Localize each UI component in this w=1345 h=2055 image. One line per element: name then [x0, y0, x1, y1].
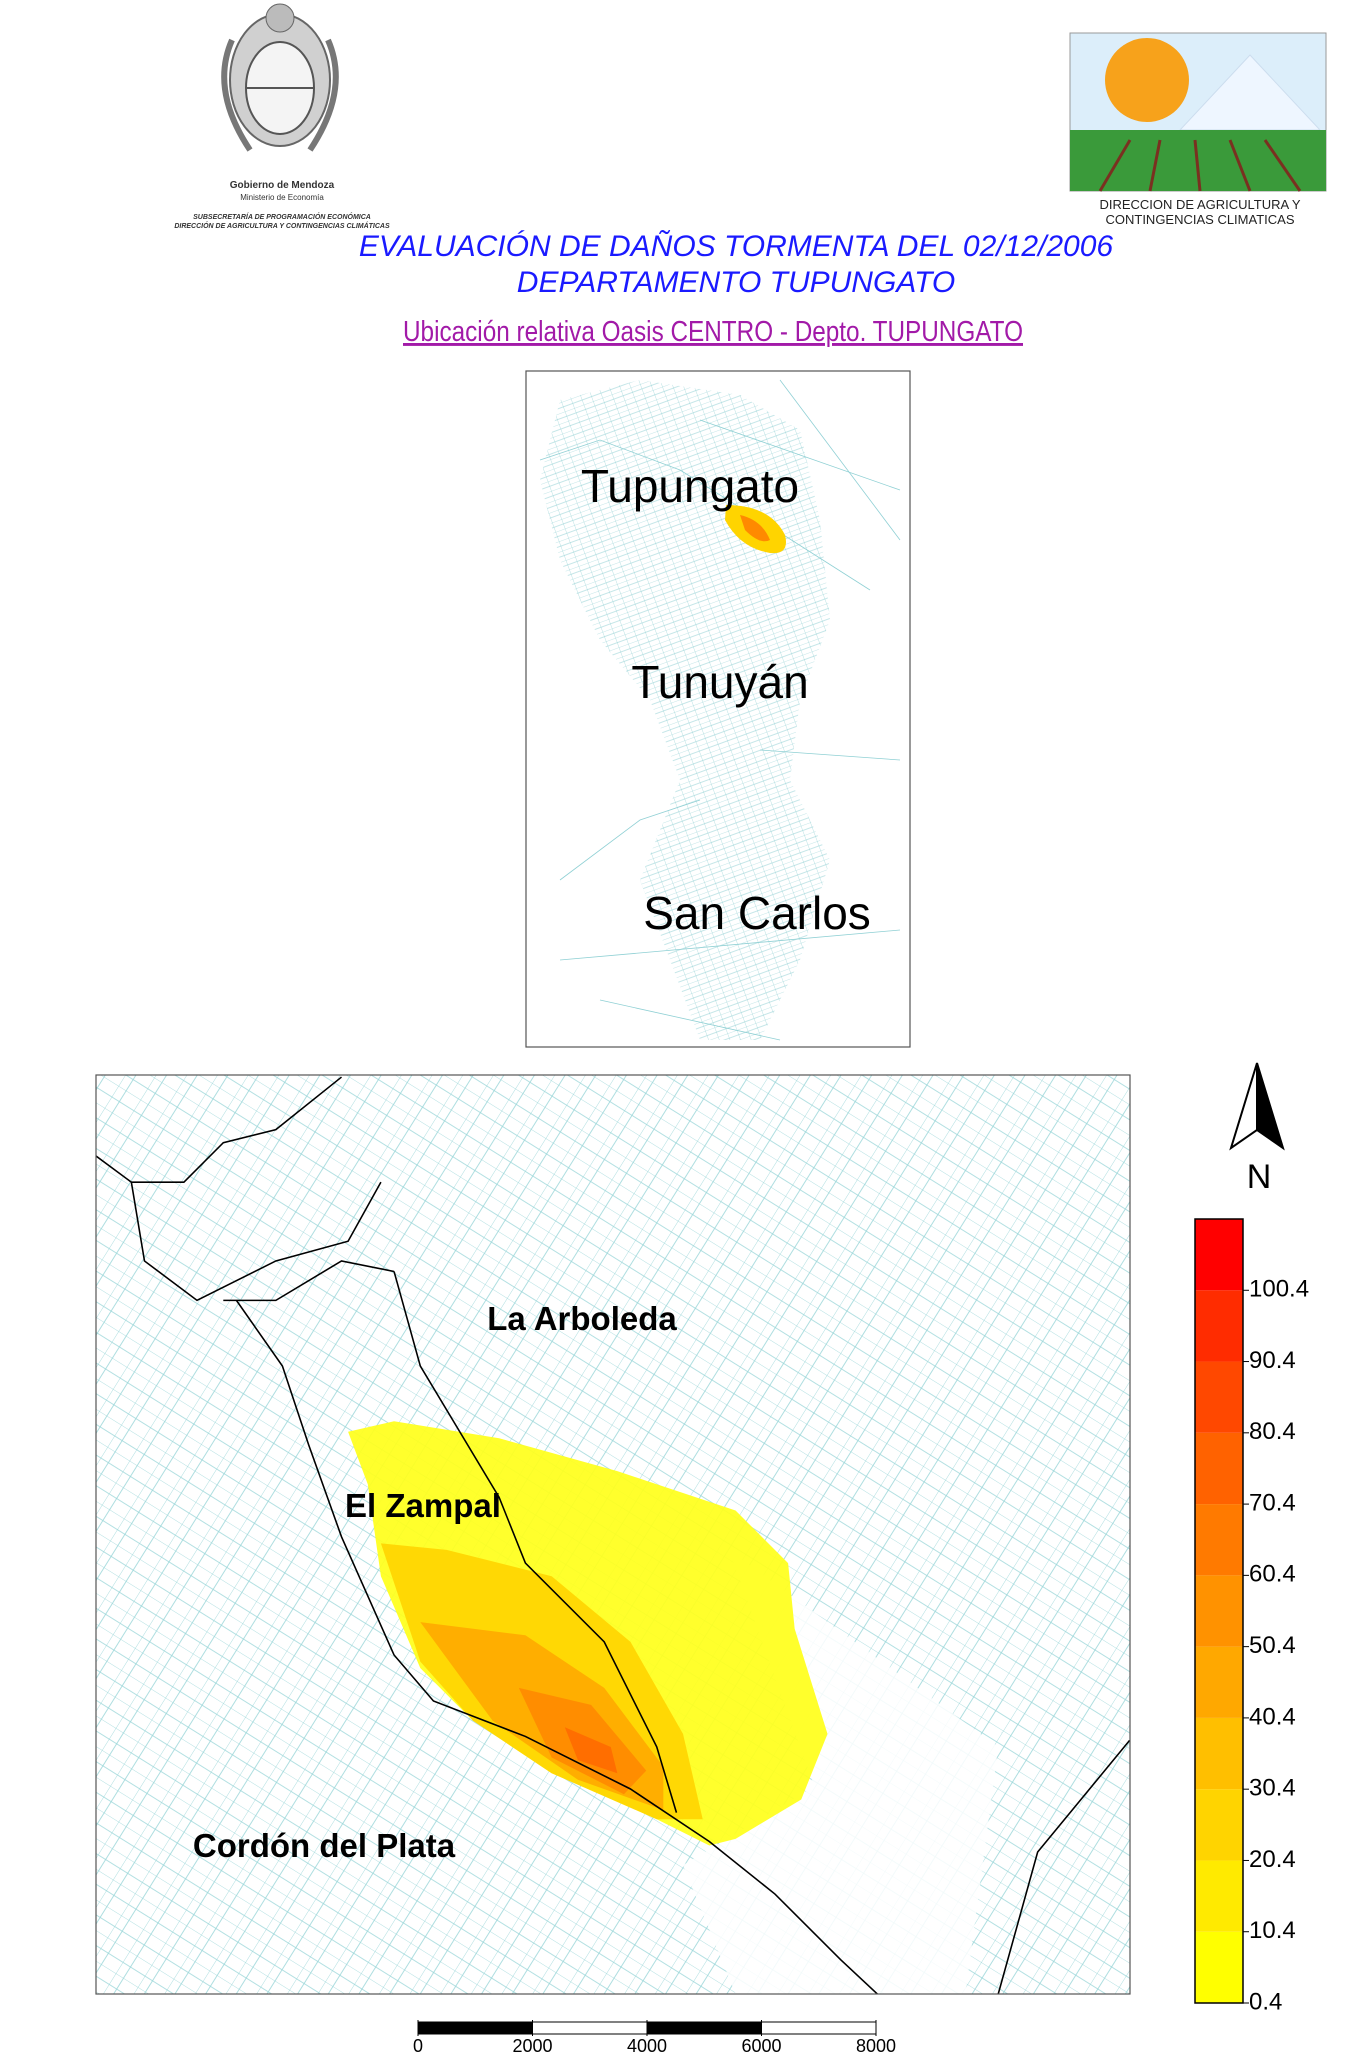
scale-bar: 0 2000 4000 6000 8000 — [413, 2020, 896, 2055]
subtitle: DEPARTAMENTO TUPUNGATO — [517, 266, 955, 299]
scale-segment — [646, 2021, 762, 2035]
scale-segment — [532, 2021, 648, 2035]
inset-label: Tupungato — [581, 460, 799, 512]
legend: 0.4 10.4 20.4 30.4 40.4 50.4 60.4 70.4 80.4 90.4 1… — [1194, 1218, 1309, 2015]
place-label: Cordón del Plata — [193, 1827, 456, 1864]
legend-label: 50.4 — [1249, 1632, 1296, 1659]
logo-text: CONTINGENCIAS CLIMATICAS — [1105, 212, 1294, 227]
north-label: N — [1247, 1158, 1272, 1196]
legend-label: 60.4 — [1249, 1561, 1296, 1588]
legend-label: 30.4 — [1249, 1775, 1296, 1802]
legend-label: 80.4 — [1249, 1418, 1296, 1445]
place-label: La Arboleda — [487, 1300, 677, 1337]
left-logo — [221, 3, 339, 152]
legend-frame — [1194, 1218, 1244, 2004]
legend-label: 40.4 — [1249, 1703, 1296, 1730]
main-frame — [95, 1074, 1131, 1995]
place-label: El Zampal — [345, 1487, 501, 1524]
legend-label: 100.4 — [1249, 1276, 1309, 1303]
inset-label: Tunuyán — [631, 656, 808, 708]
right-logo — [1069, 32, 1327, 192]
title: EVALUACIÓN DE DAÑOS TORMENTA DEL 02/12/2… — [359, 229, 1113, 263]
legend-label: 0.4 — [1249, 1988, 1282, 2015]
legend-band — [1195, 1290, 1243, 1362]
main-map — [96, 1075, 1130, 1994]
legend-band — [1195, 1219, 1243, 1291]
logo-text: DIRECCIÓN DE AGRICULTURA Y CONTINGENCIAS… — [174, 221, 390, 230]
legend-band — [1195, 1432, 1243, 1505]
scale-label: 6000 — [741, 2036, 781, 2055]
north-arrow — [1229, 1062, 1285, 1151]
scale-label: 0 — [413, 2036, 423, 2055]
logo-text: Gobierno de Mendoza — [230, 180, 335, 191]
legend-label: 70.4 — [1249, 1489, 1296, 1516]
scale-label: 2000 — [512, 2036, 552, 2055]
legend-band — [1195, 1575, 1243, 1647]
inset-frame — [525, 370, 911, 1048]
legend-band — [1195, 1931, 1243, 2003]
legend-label: 20.4 — [1249, 1846, 1296, 1873]
legend-band — [1195, 1789, 1243, 1861]
legend-band — [1195, 1860, 1243, 1932]
logo-text: Ministerio de Economía — [240, 193, 324, 202]
scale-label: 8000 — [856, 2036, 896, 2055]
legend-band — [1195, 1361, 1243, 1433]
inset-map — [539, 379, 901, 1041]
legend-band — [1195, 1504, 1243, 1576]
scale-label: 4000 — [627, 2036, 667, 2055]
inset-heading: Ubicación relativa Oasis CENTRO - Depto.… — [403, 316, 1023, 348]
inset-label: San Carlos — [643, 887, 871, 939]
legend-label: 90.4 — [1249, 1347, 1296, 1374]
legend-band — [1195, 1646, 1243, 1718]
scale-segment — [417, 2021, 533, 2035]
legend-label: 10.4 — [1249, 1917, 1296, 1944]
scale-segment — [761, 2021, 877, 2035]
logo-text: SUBSECRETARÍA DE PROGRAMACIÓN ECONÓMICA — [193, 212, 371, 221]
logo-text: DIRECCION DE AGRICULTURA Y — [1099, 197, 1300, 212]
legend-band — [1195, 1717, 1243, 1790]
